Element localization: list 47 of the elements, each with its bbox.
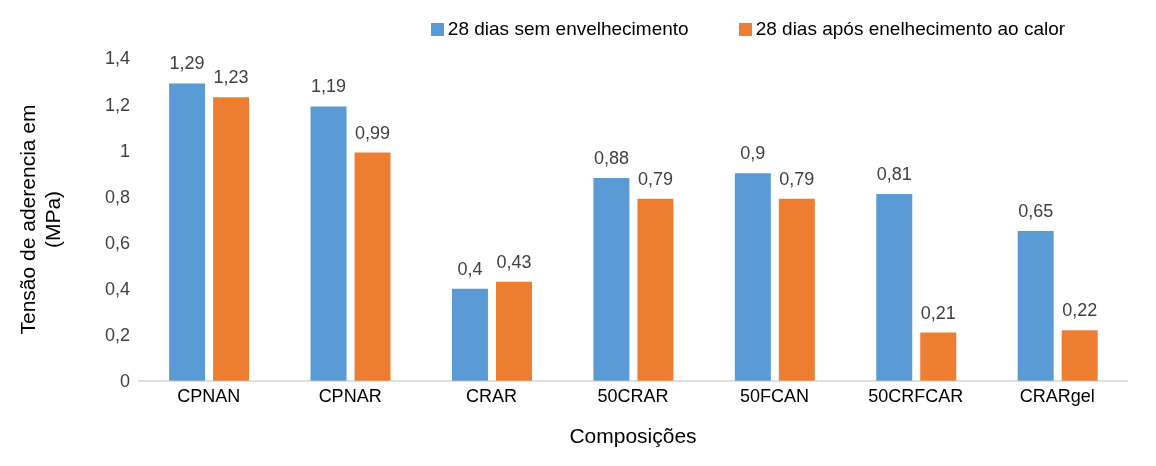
bar [637, 198, 674, 381]
bar [310, 106, 347, 381]
bar [876, 194, 913, 381]
data-label: 1,19 [311, 76, 347, 97]
bar [354, 152, 391, 381]
data-label: 0,79 [637, 168, 673, 189]
data-label: 0,88 [593, 147, 629, 168]
bar [920, 332, 957, 381]
bar [451, 288, 488, 381]
data-label: 0,22 [1062, 300, 1098, 321]
x-tick-label: CRARgel [1019, 385, 1095, 406]
bar [213, 97, 250, 381]
bar [734, 173, 771, 381]
y-tick-label: 0,4 [104, 279, 130, 300]
data-label: 0,21 [920, 302, 956, 323]
data-label: 0,9 [740, 143, 766, 164]
x-tick-label: 50CRAR [597, 385, 669, 406]
x-tick-label: 50CRFCAR [868, 385, 964, 406]
bar [1061, 330, 1098, 381]
x-tick-label: CPNAR [318, 385, 382, 406]
bar [1017, 231, 1054, 381]
x-axis-title: Composições [569, 424, 697, 447]
y-tick-label: 1,2 [104, 94, 130, 115]
legend-label: 28 dias após enelhecimento ao calor [755, 18, 1066, 39]
data-label: 0,81 [876, 164, 912, 185]
data-label: 0,4 [457, 258, 483, 279]
data-label: 1,29 [169, 53, 205, 74]
y-tick-label: 0 [119, 371, 130, 392]
bar [778, 198, 815, 381]
x-tick-label: CRAR [466, 385, 518, 406]
x-tick-label: 50FCAN [739, 385, 809, 406]
data-label: 0,65 [1018, 201, 1054, 222]
x-tick-label: CPNAN [177, 385, 241, 406]
y-tick-label: 1 [119, 140, 130, 161]
data-label: 0,99 [355, 122, 391, 143]
y-tick-label: 0,6 [104, 232, 130, 253]
y-tick-label: 0,2 [104, 325, 130, 346]
legend-label: 28 dias sem envelhecimento [447, 18, 689, 39]
y-axis-title: Tensão de aderencia em (MPa) [15, 104, 64, 335]
y-tick-label: 1,4 [104, 48, 130, 69]
y-tick-label: 0,8 [104, 186, 130, 207]
data-label: 0,43 [496, 251, 532, 272]
data-label: 1,23 [213, 67, 249, 88]
bar [495, 281, 532, 381]
bar [169, 83, 206, 381]
bar [593, 177, 630, 381]
data-label: 0,79 [779, 168, 815, 189]
